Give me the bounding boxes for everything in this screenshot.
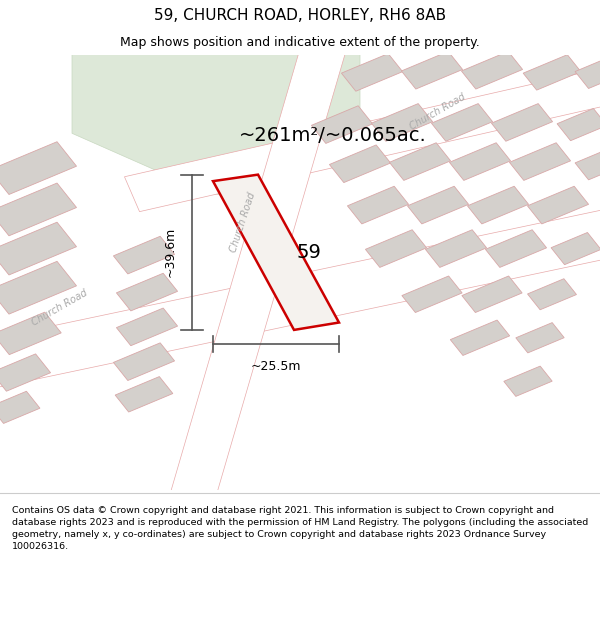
Polygon shape: [527, 186, 589, 224]
Polygon shape: [116, 273, 178, 311]
Polygon shape: [113, 236, 175, 274]
Polygon shape: [449, 142, 511, 181]
Polygon shape: [347, 186, 409, 224]
Polygon shape: [425, 230, 487, 268]
Text: 59, CHURCH ROAD, HORLEY, RH6 8AB: 59, CHURCH ROAD, HORLEY, RH6 8AB: [154, 8, 446, 23]
Polygon shape: [485, 230, 547, 268]
Text: 59: 59: [296, 243, 322, 262]
Polygon shape: [213, 174, 339, 330]
Text: ~261m²/~0.065ac.: ~261m²/~0.065ac.: [239, 126, 427, 145]
Polygon shape: [527, 279, 577, 310]
Text: Church Road: Church Road: [409, 92, 467, 131]
Polygon shape: [116, 308, 178, 346]
Polygon shape: [461, 51, 523, 89]
Polygon shape: [0, 312, 61, 354]
Polygon shape: [113, 343, 175, 381]
Polygon shape: [0, 206, 600, 391]
Text: Contains OS data © Crown copyright and database right 2021. This information is : Contains OS data © Crown copyright and d…: [12, 506, 588, 551]
Polygon shape: [0, 183, 77, 236]
Polygon shape: [170, 43, 346, 502]
Polygon shape: [575, 56, 600, 89]
Polygon shape: [115, 377, 173, 412]
Polygon shape: [401, 51, 463, 89]
Polygon shape: [0, 391, 40, 424]
Polygon shape: [0, 261, 77, 314]
Polygon shape: [557, 109, 600, 141]
Polygon shape: [462, 276, 522, 312]
Text: Map shows position and indicative extent of the property.: Map shows position and indicative extent…: [120, 36, 480, 49]
Polygon shape: [431, 104, 493, 141]
Text: ~25.5m: ~25.5m: [251, 359, 301, 372]
Polygon shape: [365, 230, 427, 268]
Polygon shape: [0, 354, 50, 391]
Polygon shape: [504, 366, 552, 396]
Polygon shape: [402, 276, 462, 312]
Polygon shape: [124, 64, 600, 212]
Polygon shape: [311, 106, 373, 143]
Polygon shape: [575, 148, 600, 180]
Text: ~39.6m: ~39.6m: [164, 227, 177, 278]
Polygon shape: [72, 46, 360, 194]
Polygon shape: [451, 320, 509, 356]
Polygon shape: [523, 54, 581, 90]
Text: Church Road: Church Road: [229, 191, 257, 254]
Polygon shape: [509, 142, 571, 181]
Polygon shape: [516, 322, 564, 353]
Polygon shape: [341, 54, 403, 91]
Polygon shape: [0, 222, 77, 275]
Polygon shape: [467, 186, 529, 224]
Polygon shape: [407, 186, 469, 224]
Polygon shape: [389, 142, 451, 181]
Polygon shape: [491, 104, 553, 141]
Text: Church Road: Church Road: [31, 288, 89, 328]
Polygon shape: [371, 104, 433, 141]
Polygon shape: [329, 145, 391, 182]
Polygon shape: [551, 232, 600, 264]
Polygon shape: [0, 142, 77, 194]
